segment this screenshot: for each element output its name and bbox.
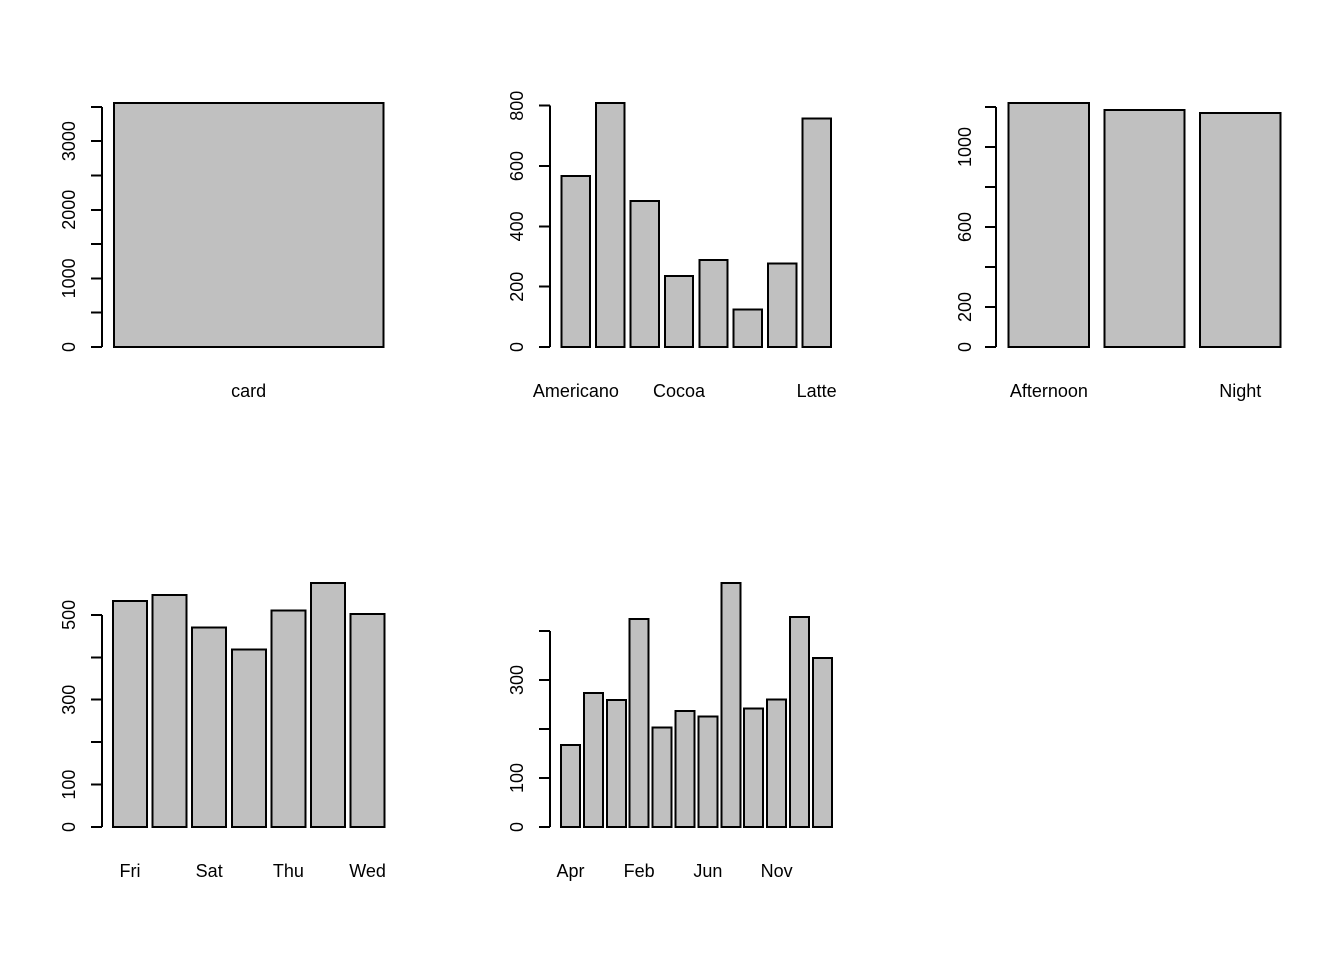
payment-type-barplot: 0 1000 2000 3000 card bbox=[59, 102, 385, 401]
y-tick-label: 2000 bbox=[59, 190, 79, 230]
bar-coffee-type-3 bbox=[629, 200, 660, 348]
bar-Latte bbox=[801, 117, 832, 348]
bar-Wed bbox=[349, 612, 386, 828]
y-tick-label: 0 bbox=[955, 342, 975, 352]
bar-time-of-day-2 bbox=[1103, 109, 1186, 348]
x-category-label: Nov bbox=[761, 861, 793, 881]
x-category-label: Latte bbox=[797, 381, 837, 401]
x-category-label: Thu bbox=[273, 861, 304, 881]
y-tick-label: 3000 bbox=[59, 121, 79, 161]
chart-cell-month: 0 100 300 Apr Feb Jun Nov bbox=[448, 480, 896, 960]
x-category-label: Jun bbox=[693, 861, 722, 881]
bar-Feb bbox=[628, 617, 650, 828]
bar-coffee-type-7 bbox=[767, 262, 798, 349]
bar-Nov bbox=[766, 698, 788, 828]
y-tick-label: 100 bbox=[59, 770, 79, 800]
y-tick-label: 1000 bbox=[955, 127, 975, 167]
x-category-label: Night bbox=[1219, 381, 1261, 401]
x-category-label: Afternoon bbox=[1010, 381, 1088, 401]
x-category-label: Feb bbox=[624, 861, 655, 881]
chart-cell-time-of-day: 0 200 600 1000 Afternoon Night bbox=[896, 0, 1344, 480]
bar-month-2 bbox=[582, 692, 604, 828]
empty-cell bbox=[896, 480, 1344, 960]
y-tick-label: 500 bbox=[59, 600, 79, 630]
y-tick-label: 800 bbox=[507, 91, 527, 121]
bar-Sat bbox=[191, 626, 228, 828]
bar-Thu bbox=[270, 609, 307, 828]
chart-cell-payment-type: 0 1000 2000 3000 card bbox=[0, 0, 448, 480]
bar-month-3 bbox=[605, 699, 627, 828]
bar-Americano bbox=[560, 174, 591, 348]
bar-month-8 bbox=[720, 582, 742, 828]
chart-cell-weekday: 0 100 300 500 Fri Sat Thu Wed bbox=[0, 480, 448, 960]
y-tick-label: 200 bbox=[955, 292, 975, 322]
y-tick-label: 600 bbox=[955, 212, 975, 242]
bar-Cocoa bbox=[663, 274, 695, 349]
bar-coffee-type-6 bbox=[732, 308, 764, 348]
bar-month-11 bbox=[789, 615, 810, 828]
time-of-day-barplot: 0 200 600 1000 Afternoon Night bbox=[955, 102, 1282, 401]
y-tick-label: 300 bbox=[59, 685, 79, 715]
y-tick-label: 100 bbox=[507, 763, 527, 793]
x-category-label: Wed bbox=[349, 861, 386, 881]
bar-weekday-2 bbox=[151, 593, 188, 828]
bar-Jun bbox=[697, 715, 719, 828]
bar-coffee-type-2 bbox=[595, 102, 626, 348]
month-barplot: 0 100 300 Apr Feb Jun Nov bbox=[507, 582, 833, 881]
x-category-label: Cocoa bbox=[653, 381, 706, 401]
bar-Fri bbox=[112, 600, 148, 828]
bar-Afternoon bbox=[1007, 102, 1090, 348]
y-tick-label: 0 bbox=[59, 342, 79, 352]
bar-card bbox=[113, 102, 385, 348]
bar-weekday-6 bbox=[310, 582, 346, 828]
bar-Apr bbox=[560, 744, 581, 828]
bar-month-6 bbox=[674, 709, 696, 828]
bar-month-9 bbox=[743, 707, 765, 828]
y-tick-label: 1000 bbox=[59, 258, 79, 298]
bar-month-12 bbox=[811, 656, 833, 828]
weekday-barplot: 0 100 300 500 Fri Sat Thu Wed bbox=[59, 582, 386, 881]
y-tick-label: 300 bbox=[507, 665, 527, 695]
x-category-label: Apr bbox=[556, 861, 584, 881]
y-tick-label: 0 bbox=[507, 342, 527, 352]
y-tick-label: 400 bbox=[507, 211, 527, 241]
bar-month-5 bbox=[651, 726, 673, 828]
x-category-label: Fri bbox=[120, 861, 141, 881]
x-category-label: card bbox=[231, 381, 266, 401]
bar-weekday-4 bbox=[230, 648, 267, 828]
y-tick-label: 0 bbox=[59, 822, 79, 832]
chart-cell-coffee-type: 0 200 400 600 800 Americano Cocoa Latte bbox=[448, 0, 896, 480]
y-tick-label: 600 bbox=[507, 151, 527, 181]
y-tick-label: 0 bbox=[507, 822, 527, 832]
coffee-type-barplot: 0 200 400 600 800 Americano Cocoa Latte bbox=[507, 91, 837, 401]
bar-Night bbox=[1199, 112, 1282, 348]
bar-coffee-type-5 bbox=[698, 259, 729, 348]
x-category-label: Sat bbox=[196, 861, 223, 881]
y-tick-label: 200 bbox=[507, 272, 527, 302]
x-category-label: Americano bbox=[533, 381, 619, 401]
